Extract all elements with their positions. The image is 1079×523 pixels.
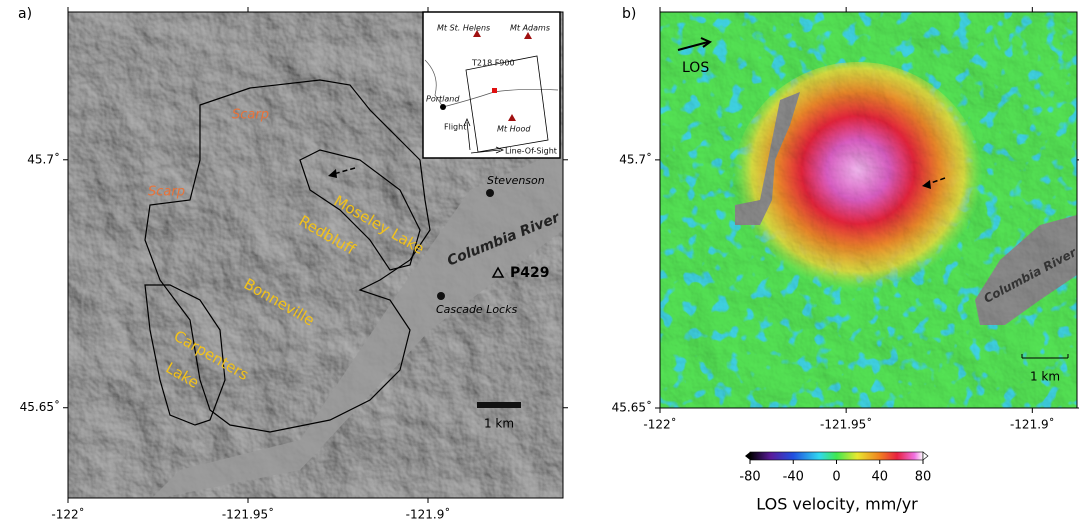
colorbar-title: LOS velocity, mm/yr [756, 495, 918, 514]
colorbar-tick-label: -40 [783, 470, 804, 485]
hillshade [660, 12, 1077, 408]
scale-label: 1 km [484, 417, 514, 431]
scale-label: 1 km [1030, 370, 1060, 384]
los-label: LOS [682, 60, 709, 76]
colorbar-tick-label: 80 [915, 470, 932, 485]
x-tick-label: -122˚ [51, 507, 84, 522]
x-tick-label: -122˚ [643, 417, 676, 432]
site [492, 88, 497, 93]
place-label: Cascade Locks [436, 303, 517, 316]
inset-frame [423, 12, 560, 158]
panel-label: a) [18, 6, 32, 22]
colorbar [750, 452, 923, 460]
colorbar-extend [923, 452, 928, 460]
colorbar-tick-label: 40 [871, 470, 888, 485]
x-tick-label: -121.95˚ [222, 507, 274, 522]
inset-label: Mt St. Helens [437, 24, 490, 33]
colorbar-tick-label: -80 [739, 470, 760, 485]
inset-label: Flight [444, 123, 466, 132]
y-tick-label: 45.7˚ [27, 151, 60, 166]
colorbar-extend [745, 452, 750, 460]
figure: a) Scarp Scarp Moseley Lake Redbluff Bon… [0, 0, 1079, 523]
map-b [660, 12, 1077, 408]
page: body { margin: 0; width: 1079px; height:… [0, 0, 1079, 523]
inset-label: Mt Adams [510, 24, 550, 33]
x-tick-label: -121.95˚ [820, 417, 872, 432]
panel-label: b) [622, 6, 636, 22]
x-tick-label: -121.9˚ [406, 507, 451, 522]
place-label: Stevenson [487, 174, 545, 187]
town-dot [486, 189, 494, 197]
y-tick-label: 45.65˚ [612, 400, 652, 415]
station-label: P429 [510, 265, 549, 281]
city-dot [440, 104, 446, 110]
inset-label: Line-Of-Sight [505, 147, 557, 156]
landslide-label: Scarp [148, 185, 185, 200]
inset: Mt St. Helens Mt Adams Mt Hood T218 F900… [423, 12, 560, 158]
inset-label: T218 F900 [471, 59, 515, 68]
inset-label: Mt Hood [497, 125, 531, 134]
y-tick-label: 45.65˚ [20, 399, 60, 414]
x-tick-label: -121.9˚ [1010, 417, 1055, 432]
body: {"panel_a": {"label": "a)", "xlim": [-12… [0, 0, 1079, 523]
y-tick-label: 45.7˚ [619, 151, 652, 166]
inset-label: Portland [426, 95, 460, 104]
landslide-label: Scarp [232, 108, 269, 123]
colorbar-tick-label: 0 [832, 470, 840, 485]
scale-bar [477, 402, 521, 408]
town-dot [437, 292, 445, 300]
